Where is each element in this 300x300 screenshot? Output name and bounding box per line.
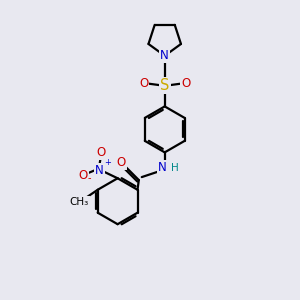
Text: H: H <box>171 163 179 173</box>
Text: O: O <box>181 77 190 90</box>
Text: O: O <box>79 169 88 182</box>
Text: O: O <box>139 77 148 90</box>
Text: N: N <box>160 49 169 62</box>
Text: +: + <box>105 158 112 167</box>
Text: O: O <box>116 156 126 169</box>
Text: O: O <box>96 146 106 159</box>
Text: CH₃: CH₃ <box>70 197 89 207</box>
Text: N: N <box>95 164 104 176</box>
Text: N: N <box>158 161 167 174</box>
Text: S: S <box>160 78 169 93</box>
Text: -: - <box>88 172 92 183</box>
